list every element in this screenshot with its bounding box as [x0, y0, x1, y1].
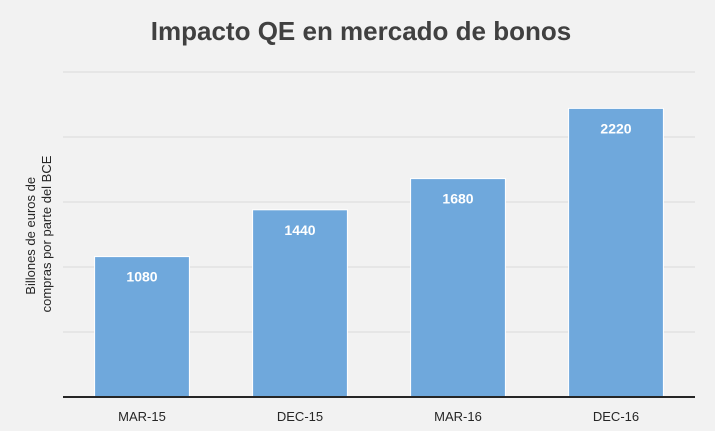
data-labels: 1080 1440 1680 2220	[126, 120, 631, 284]
y-axis-label-line-1: Billones de euros de	[23, 177, 38, 295]
y-axis-label: Billones de euros de compras por parte d…	[23, 155, 54, 312]
chart-title: Impacto QE en mercado de bonos	[151, 16, 571, 46]
data-label: 1680	[442, 191, 473, 207]
bars	[94, 107, 664, 398]
y-axis-label-line-2: compras por parte del BCE	[39, 155, 54, 312]
x-tick-label: MAR-15	[118, 409, 166, 424]
x-tick-label: DEC-15	[277, 409, 323, 424]
data-label: 1440	[284, 222, 315, 238]
bar-dec-15	[252, 209, 348, 398]
x-tick-label: MAR-16	[434, 409, 482, 424]
data-label: 2220	[600, 120, 631, 136]
x-tick-labels: MAR-15 DEC-15 MAR-16 DEC-16	[118, 409, 639, 424]
data-label: 1080	[126, 269, 157, 285]
x-tick-label: DEC-16	[593, 409, 639, 424]
bar-dec-16	[568, 107, 664, 398]
bar-mar-16	[410, 178, 506, 398]
bar-mar-15	[94, 256, 190, 398]
